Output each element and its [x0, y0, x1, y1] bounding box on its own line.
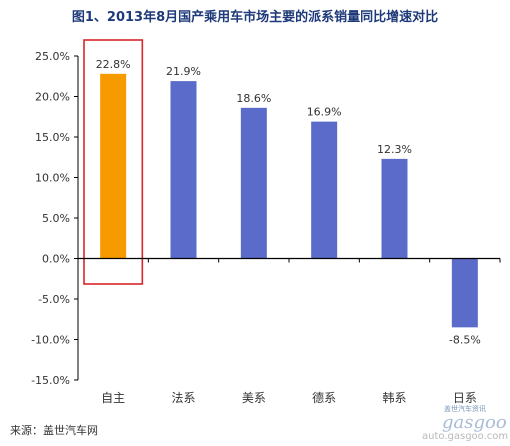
y-tick-label: 0.0%: [42, 253, 70, 266]
data-label: 22.8%: [96, 58, 131, 71]
bar: [451, 258, 478, 328]
data-label: 16.9%: [307, 106, 342, 119]
watermark-brand: gasgoo: [442, 412, 507, 433]
bars: 22.8% 21.9% 18.6% 16.9% 12.3% -8.5%: [83, 39, 481, 346]
x-axis: 自主 法系 美系 德系 韩系 日系: [77, 257, 501, 405]
data-label: 21.9%: [166, 65, 201, 78]
x-tick-label: 自主: [101, 391, 125, 405]
source-note: 来源：盖世汽车网: [10, 424, 98, 437]
y-tick-label: -15.0%: [31, 374, 70, 387]
x-tick-label: 法系: [171, 391, 195, 405]
data-label: -8.5%: [449, 333, 481, 346]
chart-title: 图1、2013年8月国产乘用车市场主要的派系销量同比增速对比: [71, 10, 439, 25]
watermark-logo: 盖世汽车资讯 gasgoo auto.gasgoo.com: [406, 404, 509, 442]
bar: [170, 81, 197, 259]
y-tick-label: 15.0%: [35, 131, 70, 144]
bar: [240, 107, 267, 259]
bar: [311, 121, 338, 259]
y-tick-label: -10.0%: [31, 334, 70, 347]
y-tick-label: 10.0%: [35, 172, 70, 185]
y-tick-label: 25.0%: [35, 50, 70, 63]
x-tick-label: 日系: [453, 391, 477, 405]
y-tick-label: -5.0%: [38, 293, 70, 306]
watermark-cn-text: 盖世汽车资讯: [444, 405, 486, 413]
y-tick-label: 5.0%: [42, 212, 70, 225]
bar: [100, 73, 127, 259]
bar: [381, 158, 408, 259]
data-label: 12.3%: [377, 143, 412, 156]
x-tick-label: 美系: [242, 391, 266, 405]
data-label: 18.6%: [236, 92, 271, 105]
x-tick-label: 韩系: [382, 390, 406, 405]
x-tick-label: 德系: [312, 390, 336, 405]
y-axis: 25.0% 20.0% 15.0% 10.0% 5.0% 0.0% -5.0% -10.0% -…: [31, 50, 79, 387]
watermark-url: auto.gasgoo.com: [422, 431, 509, 442]
y-tick-label: 20.0%: [35, 91, 70, 104]
highlight-box: [83, 39, 144, 285]
